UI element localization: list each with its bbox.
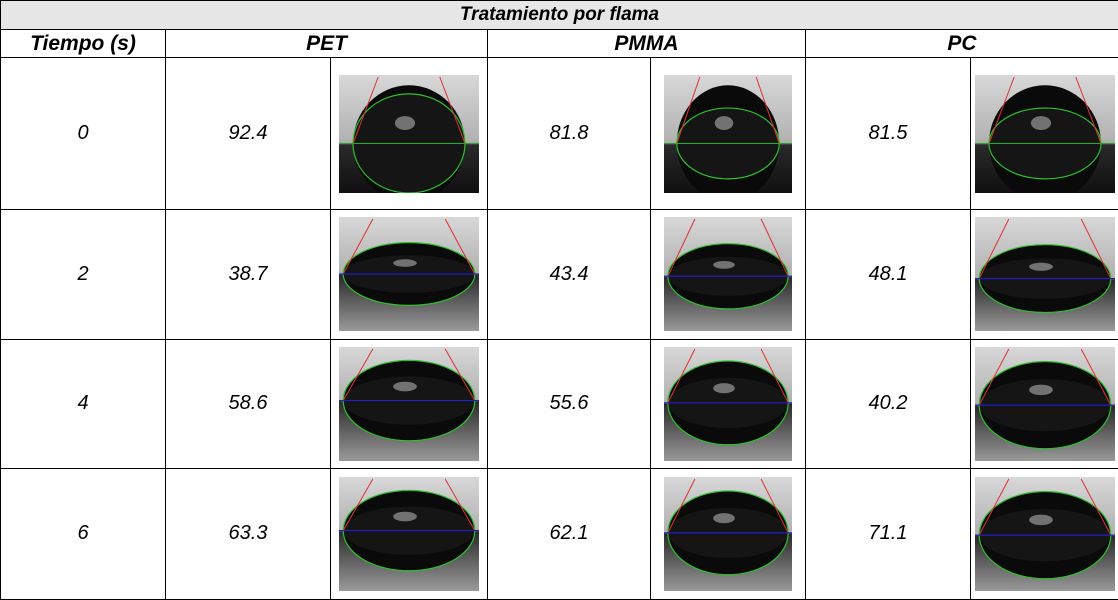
tangent-line — [439, 76, 466, 144]
highlight — [1028, 514, 1053, 525]
droplet-image — [664, 476, 792, 591]
value-cell: 43.4 — [487, 209, 651, 340]
title-row: Tratamiento por flama — [0, 0, 1118, 31]
tangent-line — [1080, 348, 1111, 406]
tangent-line — [342, 219, 374, 275]
value-cell: 63.3 — [165, 467, 331, 600]
tangent-line — [667, 219, 696, 277]
droplet-image — [974, 217, 1115, 332]
droplet-image — [339, 74, 479, 193]
droplet-image — [974, 346, 1115, 461]
highlight — [393, 381, 417, 391]
data-row: 4 58.6 55.6 40.2 — [0, 338, 1118, 469]
tangent-line — [755, 76, 780, 144]
tangent-line — [760, 219, 789, 277]
image-cell — [969, 467, 1118, 600]
highlight — [394, 115, 416, 130]
image-cell — [969, 209, 1118, 340]
header-row: Tiempo (s) PET PMMA PC — [0, 29, 1118, 59]
header-cell: Tiempo (s) — [0, 29, 166, 59]
highlight — [1028, 384, 1053, 395]
highlight — [713, 513, 735, 524]
header-cell: PC — [804, 29, 1118, 59]
value-cell: 55.6 — [487, 338, 651, 469]
droplet-image — [339, 217, 479, 332]
value-cell: 92.4 — [165, 57, 331, 211]
tangent-line — [342, 478, 374, 531]
value-cell: 48.1 — [805, 209, 971, 340]
highlight — [393, 259, 417, 268]
value-cell: 71.1 — [805, 467, 971, 600]
highlight — [1028, 263, 1053, 272]
tangent-line — [988, 76, 1015, 144]
value-cell: 81.5 — [805, 57, 971, 211]
tangent-line — [667, 348, 696, 403]
image-cell — [650, 57, 806, 211]
tangent-line — [444, 348, 476, 401]
data-row: 2 38.7 43.4 48.1 — [0, 209, 1118, 340]
tangent-line — [1074, 76, 1101, 144]
data-row: 6 63.3 62.1 71.1 — [0, 467, 1118, 600]
droplet-image — [664, 74, 792, 193]
value-cell: 58.6 — [165, 338, 331, 469]
tangent-line — [1080, 478, 1111, 536]
image-cell — [650, 338, 806, 469]
tangent-line — [1080, 219, 1111, 280]
time-cell: 2 — [0, 209, 166, 340]
header-cell: PET — [165, 29, 488, 59]
image-cell — [330, 467, 488, 600]
tangent-line — [760, 478, 789, 533]
tangent-line — [978, 478, 1009, 536]
tangent-line — [342, 348, 374, 401]
highlight — [1030, 115, 1051, 130]
tangent-line — [676, 76, 701, 144]
droplet-image — [339, 476, 479, 591]
value-cell: 40.2 — [805, 338, 971, 469]
image-cell — [330, 338, 488, 469]
table-title: Tratamiento por flama — [0, 0, 1118, 31]
data-row: 0 92.4 81.8 81.5 — [0, 57, 1118, 211]
tangent-line — [978, 219, 1009, 280]
value-cell: 62.1 — [487, 467, 651, 600]
tangent-line — [352, 76, 379, 144]
time-cell: 0 — [0, 57, 166, 211]
tangent-line — [667, 478, 696, 533]
highlight — [393, 511, 417, 522]
droplet-image — [664, 346, 792, 461]
tangent-line — [444, 219, 476, 275]
image-cell — [330, 209, 488, 340]
highlight — [713, 261, 735, 270]
time-cell: 4 — [0, 338, 166, 469]
image-cell — [650, 209, 806, 340]
highlight — [713, 382, 735, 393]
value-cell: 38.7 — [165, 209, 331, 340]
header-cell: PMMA — [487, 29, 806, 59]
droplet-image — [664, 217, 792, 332]
image-cell — [969, 57, 1118, 211]
droplet-image — [339, 346, 479, 461]
time-cell: 6 — [0, 467, 166, 600]
droplet-image — [974, 476, 1115, 591]
tangent-line — [760, 348, 789, 403]
value-cell: 81.8 — [487, 57, 651, 211]
image-cell — [969, 338, 1118, 469]
tangent-line — [978, 348, 1009, 406]
tangent-line — [444, 478, 476, 531]
image-cell — [330, 57, 488, 211]
image-cell — [650, 467, 806, 600]
droplet-image — [974, 74, 1115, 193]
highlight — [714, 115, 734, 130]
